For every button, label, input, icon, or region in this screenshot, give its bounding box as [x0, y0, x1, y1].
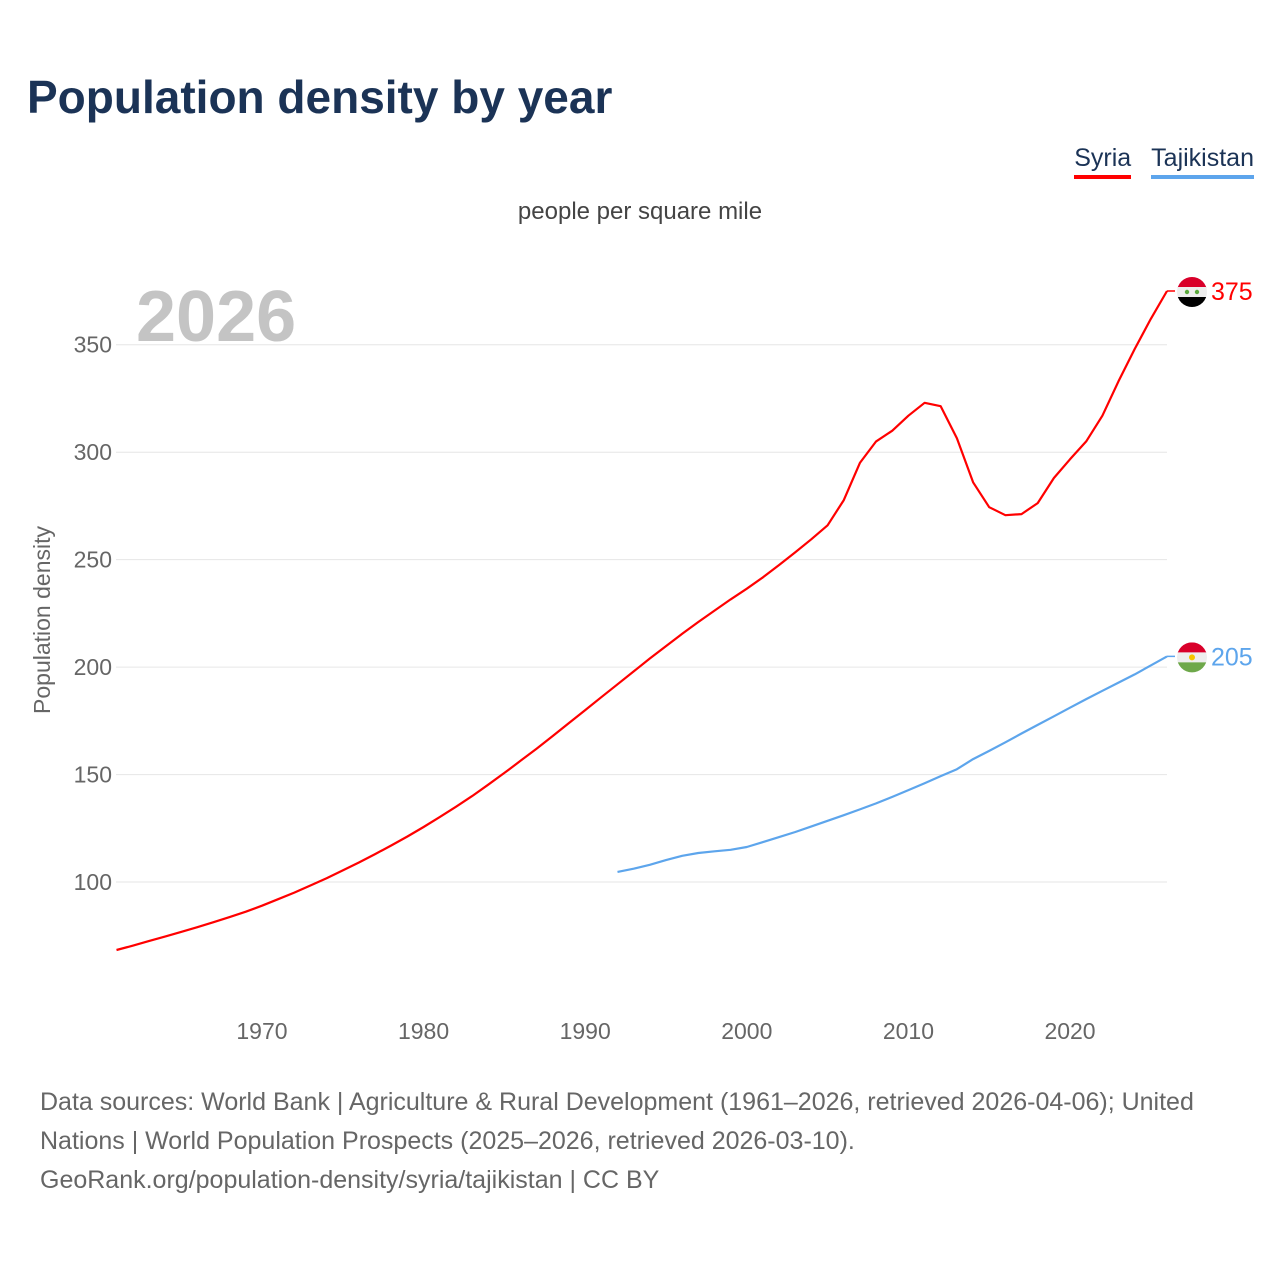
chart-subtitle: people per square mile [517, 198, 763, 225]
tajikistan-flag [1177, 642, 1207, 673]
legend-item-tajikistan[interactable]: Tajikistan [1151, 144, 1254, 179]
series-line-syria [116, 290, 1168, 952]
x-tick-label: 1980 [398, 1018, 449, 1044]
flag-stripe [1177, 297, 1207, 307]
legend-item-syria[interactable]: Syria [1074, 144, 1132, 179]
credit-link[interactable]: GeoRank.org/population-density/syria/taj… [40, 1166, 660, 1194]
syria-flag [1177, 277, 1207, 307]
flag-crown [1189, 654, 1195, 661]
x-tick-label: 2020 [1044, 1018, 1095, 1044]
y-tick-label: 100 [74, 869, 112, 895]
footer: Data sources: World Bank | Agriculture &… [40, 1083, 1250, 1200]
year-watermark: 2026 [136, 277, 296, 357]
y-axis-label: Population density [29, 526, 55, 714]
y-tick-label: 200 [74, 654, 112, 680]
series-line-tajikistan [617, 655, 1168, 873]
x-tick-label: 2010 [883, 1018, 934, 1044]
chart-title: Population density by year [27, 71, 613, 123]
flag-star [1184, 289, 1190, 295]
y-tick-label: 250 [74, 547, 112, 573]
y-tick-label: 150 [74, 762, 112, 788]
flag-star [1194, 289, 1200, 295]
end-value-label: 375 [1211, 278, 1253, 306]
legend: Syria Tajikistan [1074, 144, 1254, 179]
flag-stripe [1177, 277, 1207, 288]
flag-stripe [1177, 287, 1207, 298]
flag-stripe [1177, 662, 1207, 673]
y-tick-label: 300 [74, 439, 112, 465]
x-tick-label: 2000 [721, 1018, 772, 1044]
end-value-label: 205 [1211, 643, 1253, 671]
y-tick-label: 350 [74, 332, 112, 358]
flag-stripe [1177, 642, 1207, 653]
x-tick-label: 1970 [236, 1018, 287, 1044]
data-sources: Data sources: World Bank | Agriculture &… [40, 1088, 1194, 1155]
x-tick-label: 1990 [560, 1018, 611, 1044]
